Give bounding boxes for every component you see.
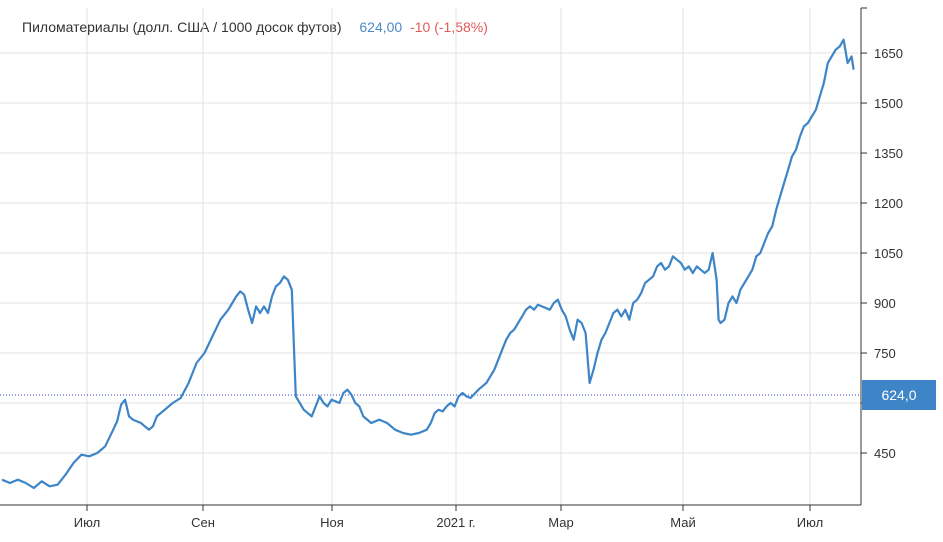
- ytick-label: 1650: [874, 46, 903, 61]
- last-price: 624,00: [359, 19, 403, 35]
- chart-title: Пиломатериалы (долл. США / 1000 досок фу…: [22, 19, 342, 35]
- xtick-label: Ноя: [320, 515, 344, 530]
- price-change: -10 (-1,58%): [410, 19, 488, 35]
- last-value-label: 624,0: [881, 387, 916, 403]
- ytick-label: 1350: [874, 146, 903, 161]
- series-layer: [1, 38, 855, 490]
- ytick-label: 1050: [874, 246, 903, 261]
- xtick-label: Июл: [74, 515, 100, 530]
- xtick-label: Июл: [797, 515, 823, 530]
- ytick-label: 1500: [874, 96, 903, 111]
- xtick-label: Мар: [548, 515, 573, 530]
- xtick-label: Сен: [191, 515, 215, 530]
- last-value-box: [862, 380, 936, 411]
- ytick-label: 900: [874, 296, 896, 311]
- grid: [0, 8, 861, 505]
- ytick-label: 750: [874, 346, 896, 361]
- ytick-label: 450: [874, 446, 896, 461]
- axes: [0, 7, 867, 511]
- chart-header: Пиломатериалы (долл. США / 1000 досок фу…: [22, 19, 488, 35]
- xtick-label: Май: [670, 515, 695, 530]
- tick-labels: 45060075090010501200135015001650ИюлСенНо…: [74, 46, 936, 530]
- ytick-label: 1200: [874, 196, 903, 211]
- xtick-label: 2021 г.: [436, 515, 475, 530]
- price-series-line: [1, 38, 855, 490]
